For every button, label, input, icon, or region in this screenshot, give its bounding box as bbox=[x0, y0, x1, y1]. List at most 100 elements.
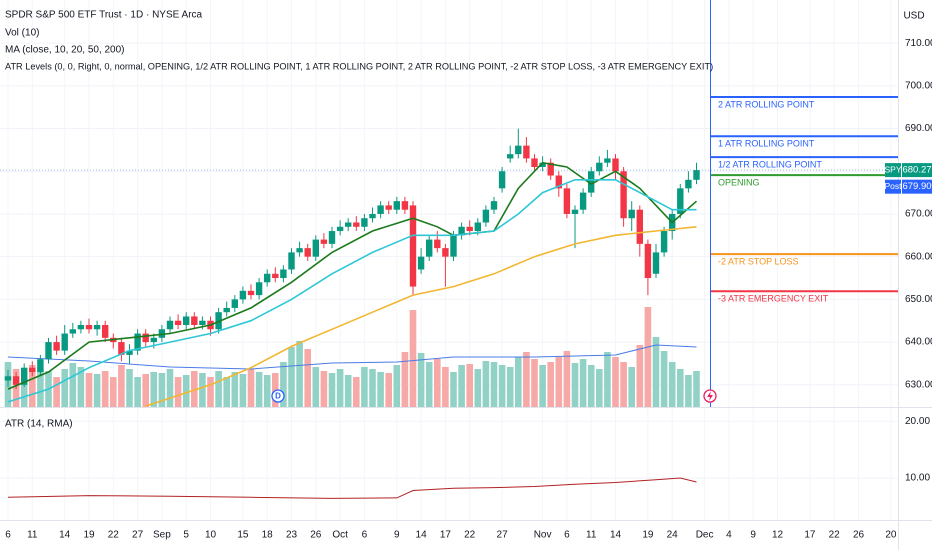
volume-indicator-label[interactable]: Vol (10) bbox=[5, 28, 39, 39]
x-tick-label: 26 bbox=[310, 530, 322, 541]
candle-body bbox=[685, 179, 692, 189]
candle-body bbox=[628, 209, 635, 219]
atr-levels-indicator-label[interactable]: ATR Levels (0, 0, Right, 0, normal, OPEN… bbox=[5, 61, 713, 71]
volume-bar bbox=[182, 375, 190, 407]
volume-bar bbox=[636, 345, 644, 407]
x-tick-label: Dec bbox=[696, 530, 714, 541]
candle-body bbox=[579, 192, 587, 210]
candle-body bbox=[417, 256, 425, 270]
candle-body bbox=[539, 162, 546, 167]
candle-body bbox=[264, 273, 271, 283]
candle-body bbox=[69, 329, 76, 334]
volume-bar bbox=[458, 365, 465, 407]
volume-bar bbox=[693, 371, 700, 407]
volume-bar bbox=[85, 373, 93, 407]
candle-body bbox=[636, 209, 643, 244]
atr-indicator-label[interactable]: ATR (14, RMA) bbox=[5, 419, 73, 430]
volume-bar bbox=[288, 347, 295, 407]
candle-body bbox=[644, 243, 652, 279]
volume-bar bbox=[385, 373, 392, 407]
dividend-icon[interactable] bbox=[271, 389, 285, 403]
price-tag-name-box bbox=[885, 179, 901, 194]
candle-body bbox=[458, 226, 465, 236]
candle-body bbox=[150, 337, 157, 343]
y-tick-label: 660.00 bbox=[905, 251, 932, 262]
volume-bar bbox=[515, 357, 522, 407]
volume-bar bbox=[490, 362, 498, 407]
price-tag-name: SPY bbox=[884, 164, 901, 174]
volume-bar bbox=[126, 369, 133, 407]
volume-bar bbox=[231, 372, 239, 407]
volume-bar bbox=[677, 369, 684, 407]
symbol-title: SPDR S&P 500 ETF Trust · 1D · NYSE Arca bbox=[5, 10, 203, 21]
candle-body bbox=[336, 226, 344, 232]
candle-body bbox=[85, 325, 93, 330]
candle-body bbox=[474, 222, 481, 232]
y-tick-label: 640.00 bbox=[905, 337, 932, 348]
candle-body bbox=[93, 325, 101, 330]
candle-body bbox=[29, 367, 36, 372]
x-tick-label: 12 bbox=[772, 530, 784, 541]
x-tick-label: 23 bbox=[286, 530, 298, 541]
candle-body bbox=[693, 170, 700, 180]
volume-bar bbox=[312, 367, 320, 407]
candle-body bbox=[166, 320, 174, 330]
volume-bar bbox=[296, 341, 303, 407]
candle-body bbox=[328, 231, 336, 244]
volume-bar bbox=[215, 371, 222, 407]
moving-average-line bbox=[7, 161, 698, 390]
volume-bar bbox=[247, 369, 255, 407]
candle-body bbox=[547, 162, 554, 176]
price-tag-name-box bbox=[885, 163, 901, 178]
volume-bar bbox=[417, 353, 425, 407]
x-tick-label: 6 bbox=[5, 530, 11, 541]
volume-bar bbox=[118, 365, 125, 407]
candle-body bbox=[466, 226, 473, 232]
candle-body bbox=[515, 145, 522, 155]
candle-body bbox=[312, 239, 319, 257]
volume-bar bbox=[29, 365, 36, 407]
candle-body bbox=[247, 290, 255, 296]
volume-bar bbox=[620, 362, 627, 407]
candle-body bbox=[426, 239, 433, 257]
volume-bar bbox=[450, 372, 457, 407]
x-tick-label: 24 bbox=[667, 530, 679, 541]
volume-bar bbox=[142, 374, 149, 407]
candle-body bbox=[61, 333, 68, 351]
volume-bar bbox=[239, 374, 247, 407]
volume-bar bbox=[336, 369, 344, 407]
ma-indicator-label[interactable]: MA (close, 10, 20, 50, 200) bbox=[5, 45, 125, 56]
x-tick-label: 6 bbox=[564, 530, 570, 541]
currency-label[interactable]: USD bbox=[903, 11, 924, 22]
x-tick-label: 18 bbox=[262, 530, 274, 541]
x-tick-label: 15 bbox=[237, 530, 249, 541]
candle-body bbox=[37, 359, 44, 372]
price-tag-value: 680.27 bbox=[902, 165, 931, 176]
volume-bar bbox=[93, 374, 101, 407]
candle-body bbox=[142, 333, 149, 343]
price-tag-name: Post bbox=[884, 181, 902, 191]
candle-body bbox=[434, 239, 441, 249]
volume-bar bbox=[377, 372, 384, 407]
candle-body bbox=[77, 325, 85, 330]
x-tick-label: 14 bbox=[59, 530, 71, 541]
candle-body bbox=[490, 201, 498, 210]
volume-bar bbox=[53, 377, 60, 407]
volume-ma-line bbox=[7, 344, 697, 370]
volume-bar bbox=[685, 375, 692, 407]
volume-bar bbox=[579, 359, 587, 407]
volume-bar bbox=[353, 377, 360, 407]
x-tick-label: 19 bbox=[642, 530, 654, 541]
atr-level-label: -2 ATR STOP LOSS bbox=[718, 256, 799, 266]
volume-bar bbox=[523, 352, 530, 407]
volume-bar bbox=[531, 359, 538, 407]
volume-bar bbox=[547, 362, 554, 407]
volume-bar bbox=[207, 377, 214, 407]
candle-body bbox=[102, 325, 109, 338]
candle-body bbox=[304, 248, 311, 257]
volume-bar bbox=[401, 352, 409, 407]
volume-bar bbox=[280, 362, 287, 407]
candle-body bbox=[255, 282, 263, 296]
x-tick-label: 26 bbox=[853, 530, 865, 541]
